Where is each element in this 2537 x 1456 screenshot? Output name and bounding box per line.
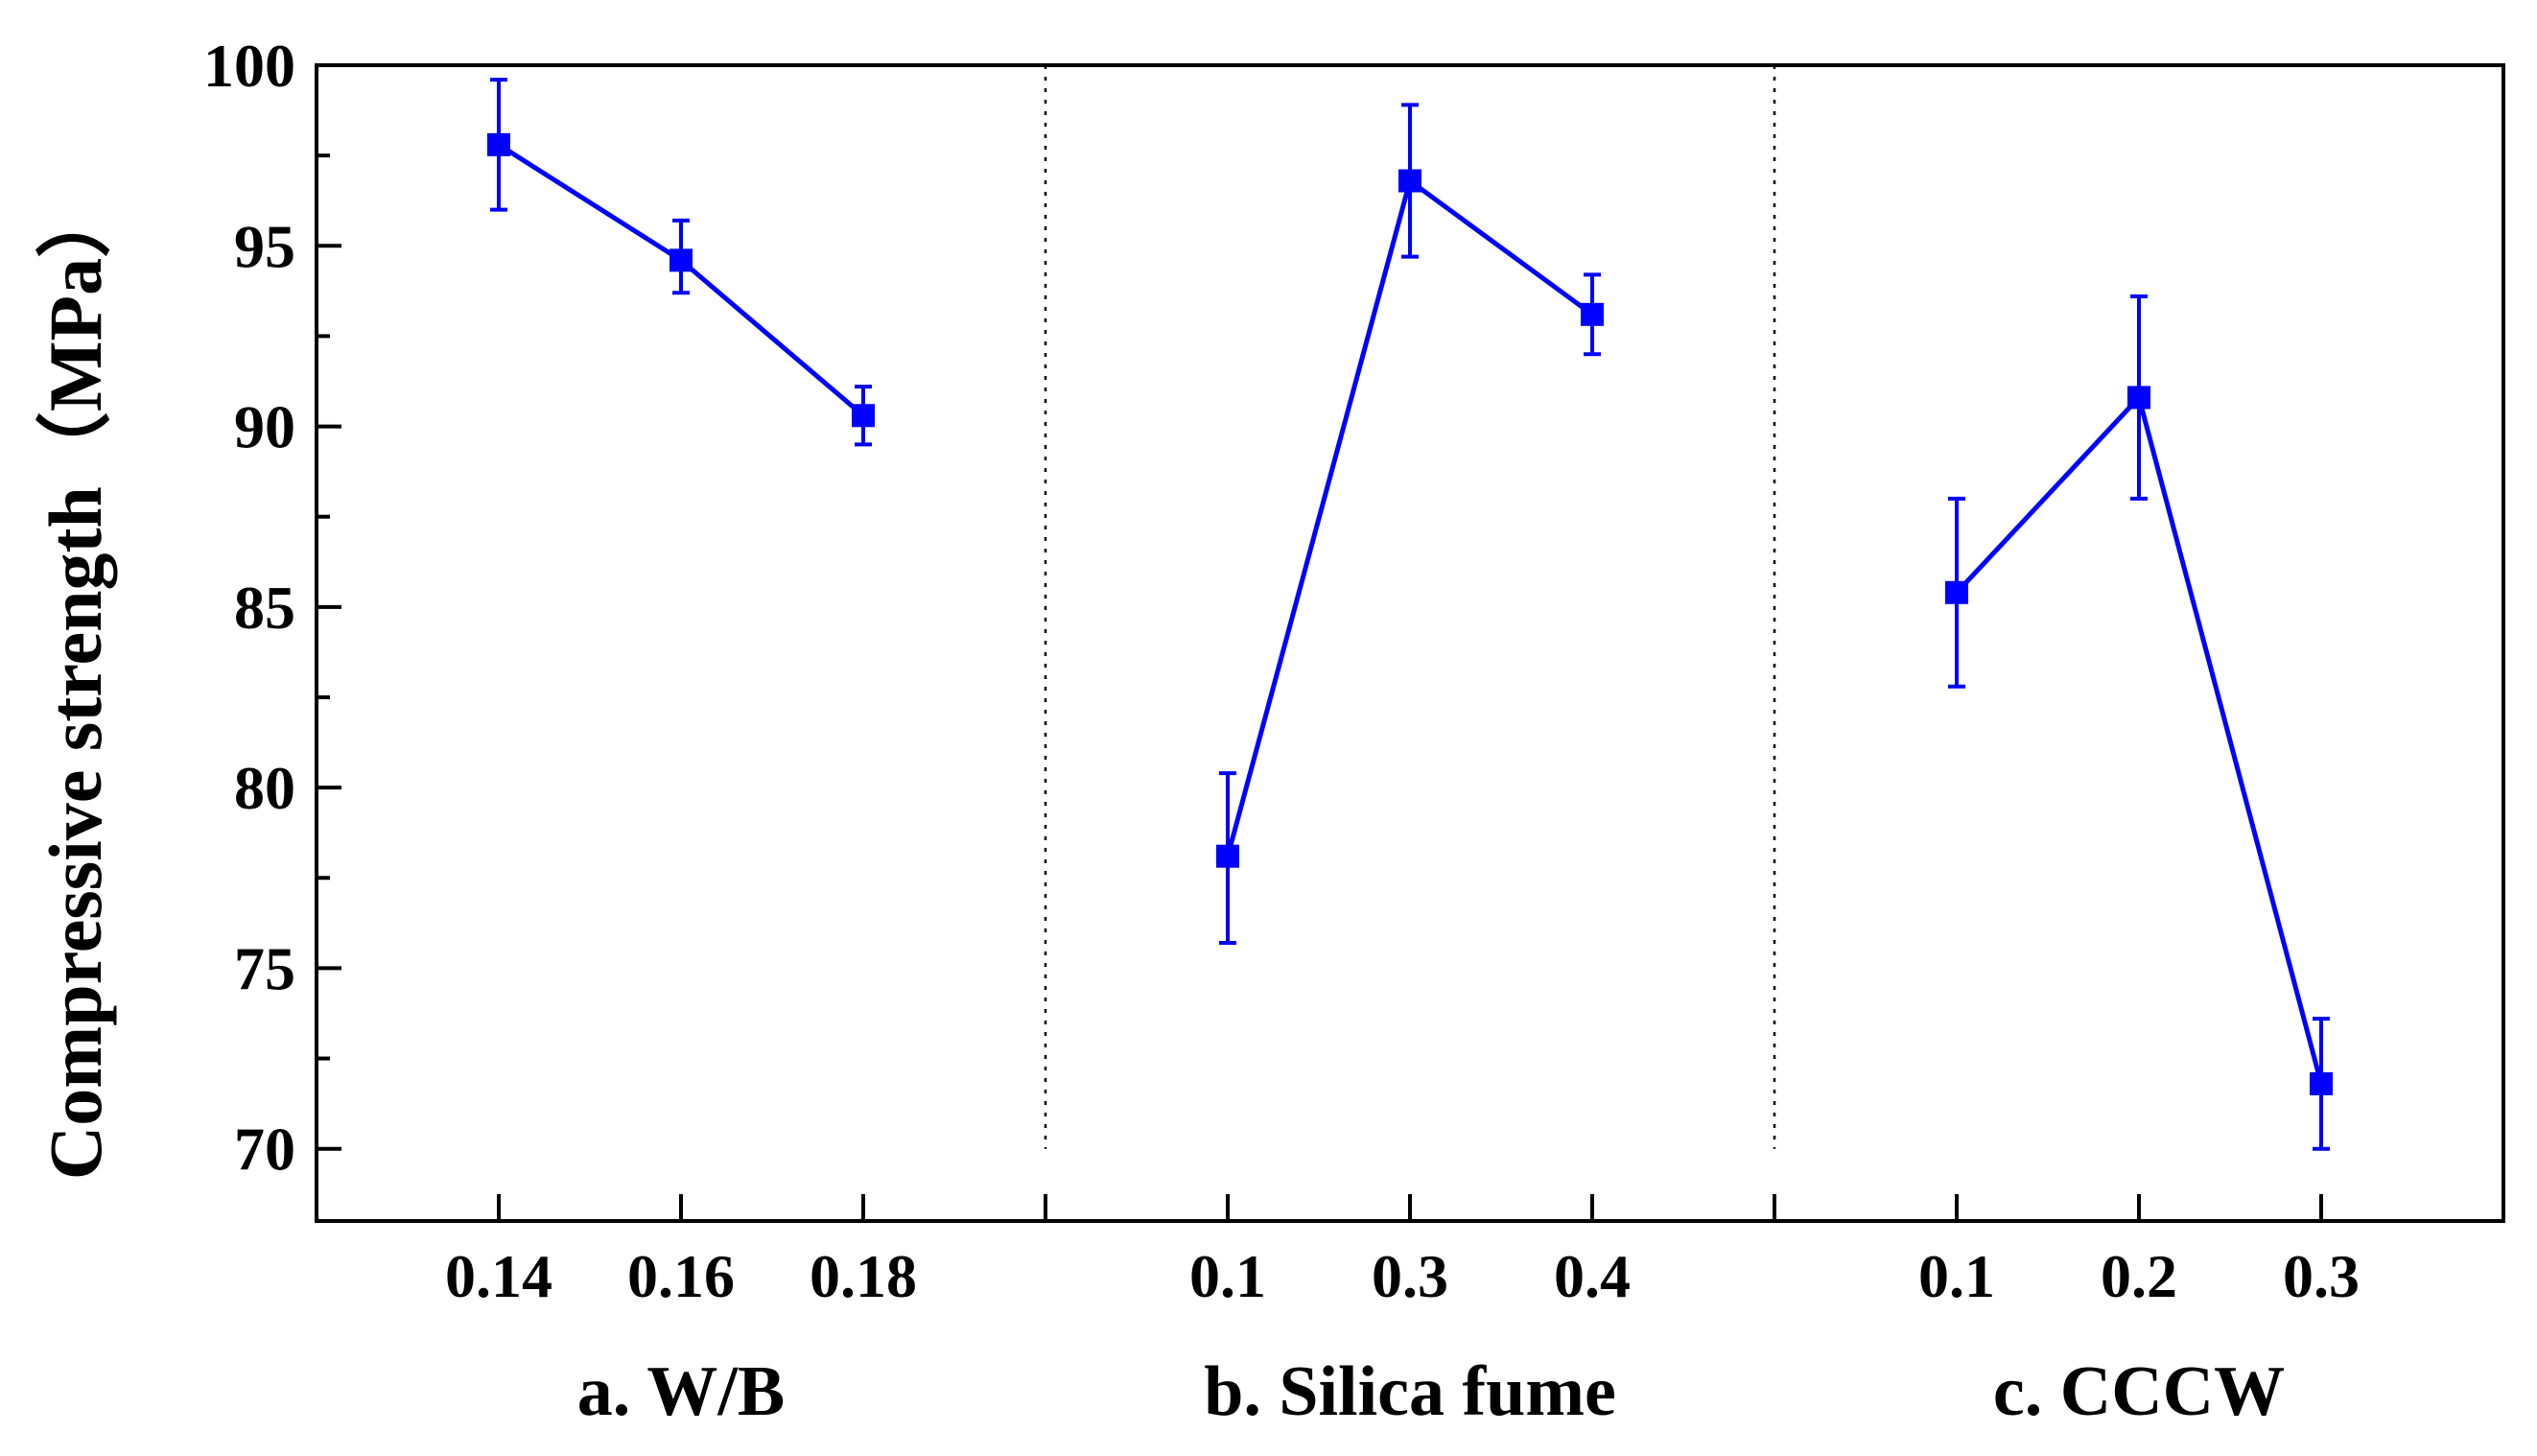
- data-point: [1398, 169, 1421, 193]
- group-label: c. CCCW: [1993, 1352, 2285, 1431]
- plot-frame: [315, 63, 2505, 1223]
- data-point: [2310, 1071, 2333, 1095]
- group-label: b. Silica fume: [1204, 1352, 1616, 1431]
- data-point: [487, 132, 510, 156]
- x-tick-label: 0.18: [810, 1242, 917, 1310]
- x-tick-label: 0.1: [1918, 1242, 1995, 1310]
- x-tick-label: 0.3: [1372, 1242, 1448, 1310]
- y-tick-label: 85: [234, 574, 295, 642]
- y-tick-label: 100: [203, 32, 295, 100]
- y-tick-label: 80: [234, 754, 295, 822]
- y-tick-label: 70: [234, 1115, 295, 1184]
- data-point: [2127, 386, 2150, 410]
- data-point: [1945, 580, 1968, 604]
- data-point: [852, 404, 875, 428]
- y-axis-title: Compressive strength（MPa）: [34, 183, 117, 1180]
- x-tick-label: 0.1: [1189, 1242, 1266, 1310]
- data-point: [669, 248, 693, 272]
- data-point: [1216, 844, 1239, 868]
- x-tick-label: 0.3: [2283, 1242, 2360, 1310]
- x-tick-label: 0.14: [445, 1242, 552, 1310]
- x-tick-label: 0.16: [627, 1242, 735, 1310]
- series-line: [1225, 176, 1594, 857]
- x-tick-label: 0.2: [2101, 1242, 2177, 1310]
- data-point: [1581, 302, 1604, 326]
- y-tick-label: 90: [234, 393, 295, 461]
- y-tick-label: 75: [234, 934, 295, 1002]
- group-label: a. W/B: [577, 1352, 786, 1431]
- y-tick-label: 95: [234, 212, 295, 280]
- x-tick-label: 0.4: [1554, 1242, 1631, 1310]
